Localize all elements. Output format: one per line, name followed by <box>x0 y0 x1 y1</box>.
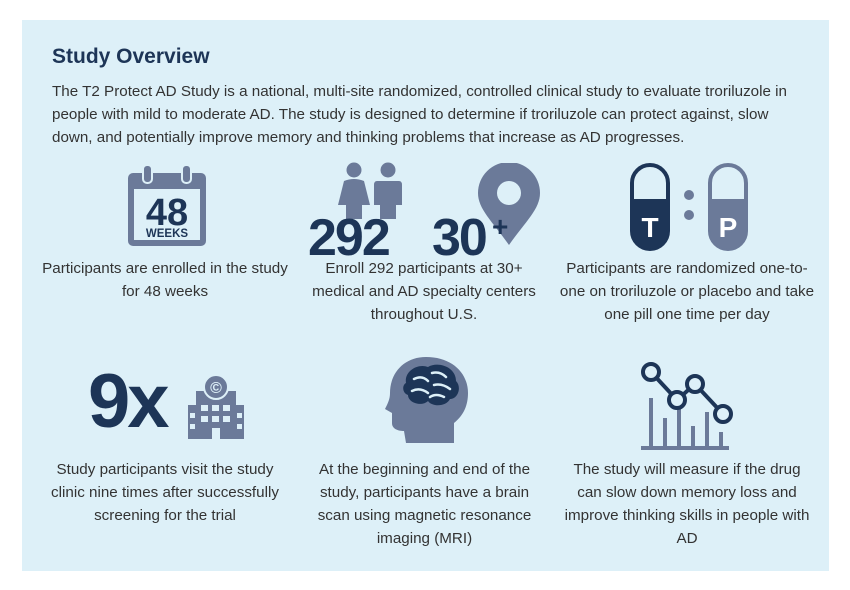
sites-count: 30 <box>432 209 488 267</box>
pill-capsules-icon: T P <box>630 163 748 251</box>
calendar-icon: 48 WEEKS <box>128 164 206 246</box>
calendar-unit: WEEKS <box>146 228 189 240</box>
participants-count: 292 <box>308 209 391 267</box>
location-pin-icon <box>478 163 540 245</box>
head-brain-icon <box>385 357 468 443</box>
study-overview-panel: Study Overview The T2 Protect AD Study i… <box>22 20 829 571</box>
clinic-building-icon: © <box>188 374 244 439</box>
sites-plus: + <box>492 211 509 242</box>
card-caption-visits: Study participants visit the study clini… <box>51 461 279 524</box>
visits-count: 9x <box>88 359 170 444</box>
calendar-number: 48 <box>146 192 188 234</box>
pill-t-label: T <box>641 212 658 243</box>
pill-p-label: P <box>719 212 738 243</box>
section-title: Study Overview <box>52 45 210 68</box>
people-icon <box>338 162 402 219</box>
card-caption-weeks: Participants are enrolled in the study f… <box>42 260 288 300</box>
line-chart-icon <box>641 362 733 450</box>
card-caption-randomized: Participants are randomized one-to-one o… <box>559 260 815 323</box>
card-caption-mri: At the beginning and end of the study, p… <box>317 461 532 547</box>
card-caption-participants: Enroll 292 participants at 30+ medical a… <box>312 260 536 323</box>
intro-paragraph: The T2 Protect AD Study is a national, m… <box>52 83 787 146</box>
card-caption-measure: The study will measure if the drug can s… <box>564 461 810 547</box>
svg-text:©: © <box>210 380 222 397</box>
